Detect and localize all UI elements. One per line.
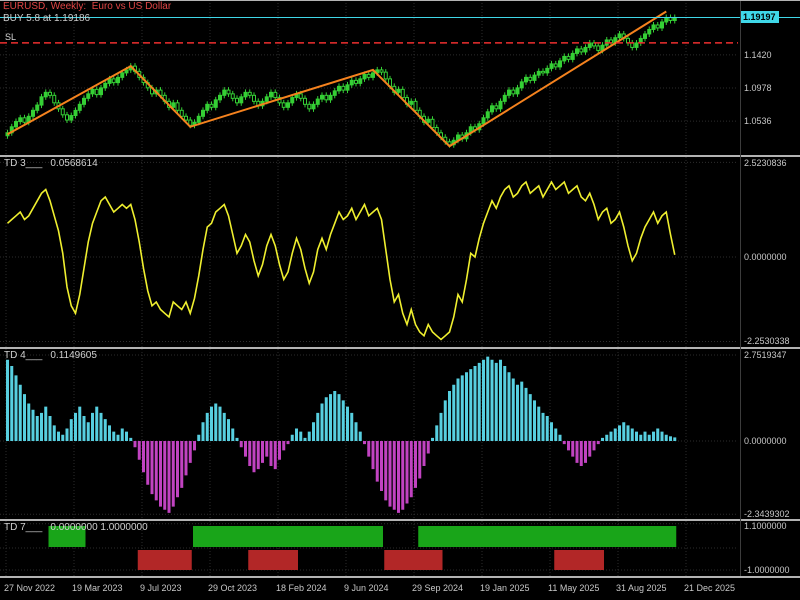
- td7-blocks-canvas[interactable]: [0, 521, 800, 576]
- td7-name: TD 7___: [4, 522, 43, 533]
- td3-line-canvas[interactable]: [0, 157, 800, 347]
- time-axis-label: 9 Jul 2023: [140, 583, 182, 593]
- time-axis-label: 29 Sep 2024: [412, 583, 464, 593]
- stop-loss-label: SL: [5, 32, 17, 42]
- pane-separator[interactable]: [0, 155, 800, 157]
- candlestick-series: [5, 14, 677, 148]
- td3-scale-label: -2.2530338: [744, 336, 790, 346]
- zigzag-line: [7, 10, 667, 148]
- td7-scale-label: 1.1000000: [744, 521, 787, 531]
- td4-scale-label: 2.7519347: [744, 350, 787, 360]
- time-axis-label: 11 May 2025: [548, 583, 600, 593]
- symbol-title: EURUSD, Weekly: Euro vs US Dollar: [3, 1, 172, 12]
- time-axis-label: 19 Jan 2025: [480, 583, 530, 593]
- td3-series-line: [6, 180, 676, 341]
- td4-indicator-pane[interactable]: TD 4___ 0.1149605 2.7519347 0.0000000 -2.…: [0, 349, 800, 519]
- td3-scale-label: 2.5230836: [744, 158, 787, 168]
- td3-name: TD 3___: [4, 158, 43, 169]
- td3-scale-label: 0.0000000: [744, 252, 787, 262]
- td7-scale-label: -1.0000000: [744, 565, 790, 575]
- td7-value: 0.0000000 1.0000000: [50, 522, 148, 533]
- time-axis[interactable]: 27 Nov 2022 19 Mar 2023 9 Jul 2023 29 Oc…: [0, 578, 800, 600]
- candlestick-chart-canvas[interactable]: [0, 0, 800, 155]
- pane-separator[interactable]: [0, 519, 800, 521]
- price-scale-divider[interactable]: [740, 0, 741, 576]
- grid-lines: [0, 521, 738, 576]
- grid-lines: [0, 157, 738, 347]
- pane-separator[interactable]: [0, 347, 800, 349]
- grid-lines: [0, 0, 738, 155]
- time-axis-label: 27 Nov 2022: [4, 583, 56, 593]
- td7-blocks: [48, 526, 677, 570]
- td7-indicator-pane[interactable]: TD 7___ 0.0000000 1.0000000 1.1000000 -1.…: [0, 521, 800, 576]
- td4-value: 0.1149605: [50, 350, 97, 361]
- time-axis-label: 9 Jun 2024: [344, 583, 389, 593]
- td3-indicator-pane[interactable]: TD 3___ 0.0568614 2.5230836 0.0000000 -2.…: [0, 157, 800, 347]
- td7-label: TD 7___ 0.0000000 1.0000000: [4, 522, 148, 533]
- td3-value: 0.0568614: [50, 158, 98, 169]
- td3-label: TD 3___ 0.0568614: [4, 158, 98, 169]
- time-axis-label: 29 Oct 2023: [208, 583, 258, 593]
- td4-name: TD 4___: [4, 350, 43, 361]
- order-info-label: BUY 5.8 at 1.19186: [3, 13, 91, 24]
- current-price-badge: 1.19197: [740, 11, 779, 23]
- time-axis-label: 31 Aug 2025: [616, 583, 667, 593]
- price-scale-label: 1.1420: [744, 50, 772, 60]
- td4-histogram-canvas[interactable]: [0, 349, 800, 519]
- td4-histogram-bars: [6, 356, 677, 513]
- main-price-pane[interactable]: EURUSD, Weekly: Euro vs US Dollar BUY 5.…: [0, 0, 800, 155]
- td4-scale-label: 0.0000000: [744, 436, 787, 446]
- td4-label: TD 4___ 0.1149605: [4, 350, 97, 361]
- price-scale-label: 1.0978: [744, 83, 772, 93]
- td4-scale-label: -2.3439302: [744, 509, 790, 519]
- price-scale-label: 1.0536: [744, 116, 772, 126]
- time-axis-label: 21 Dec 2025: [684, 583, 736, 593]
- time-axis-label: 18 Feb 2024: [276, 583, 327, 593]
- pane-separator[interactable]: [0, 576, 800, 578]
- time-axis-label: 19 Mar 2023: [72, 583, 123, 593]
- window-top-border: [0, 0, 800, 1]
